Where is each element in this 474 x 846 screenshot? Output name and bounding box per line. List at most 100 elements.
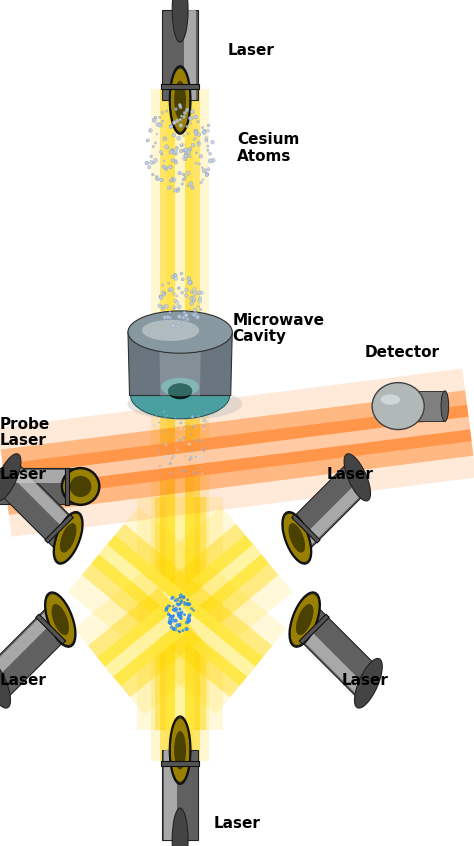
Ellipse shape	[196, 316, 199, 319]
Ellipse shape	[193, 308, 197, 312]
Ellipse shape	[172, 180, 174, 182]
Ellipse shape	[195, 471, 197, 475]
Polygon shape	[162, 10, 198, 100]
Ellipse shape	[55, 514, 82, 563]
Ellipse shape	[197, 291, 201, 295]
Polygon shape	[159, 524, 278, 639]
Ellipse shape	[174, 619, 177, 623]
Ellipse shape	[161, 378, 199, 396]
Ellipse shape	[197, 133, 201, 136]
Ellipse shape	[165, 110, 168, 113]
Ellipse shape	[70, 475, 91, 497]
Ellipse shape	[173, 307, 175, 310]
Ellipse shape	[180, 602, 182, 604]
Ellipse shape	[187, 319, 189, 321]
Polygon shape	[151, 89, 210, 761]
Ellipse shape	[179, 597, 181, 599]
Polygon shape	[45, 514, 73, 543]
Ellipse shape	[184, 294, 188, 298]
Ellipse shape	[184, 176, 187, 179]
Ellipse shape	[188, 618, 191, 622]
Ellipse shape	[163, 160, 165, 162]
Ellipse shape	[161, 112, 164, 114]
Ellipse shape	[200, 467, 202, 469]
Ellipse shape	[176, 449, 178, 451]
Ellipse shape	[196, 458, 199, 461]
Polygon shape	[175, 497, 185, 613]
Ellipse shape	[181, 277, 184, 281]
Ellipse shape	[182, 421, 185, 423]
Ellipse shape	[170, 623, 172, 624]
Ellipse shape	[208, 159, 212, 163]
Ellipse shape	[173, 151, 176, 155]
Ellipse shape	[193, 470, 195, 472]
Ellipse shape	[355, 658, 383, 708]
Ellipse shape	[189, 183, 191, 185]
Ellipse shape	[179, 124, 183, 128]
Polygon shape	[0, 465, 80, 550]
Ellipse shape	[156, 178, 159, 180]
Ellipse shape	[167, 146, 169, 149]
Ellipse shape	[178, 630, 180, 632]
Polygon shape	[0, 470, 81, 483]
Ellipse shape	[179, 118, 182, 121]
Ellipse shape	[171, 158, 175, 162]
Ellipse shape	[184, 154, 188, 158]
Ellipse shape	[180, 611, 183, 614]
Ellipse shape	[200, 439, 202, 441]
Ellipse shape	[163, 431, 165, 433]
Ellipse shape	[164, 608, 168, 612]
Ellipse shape	[163, 316, 167, 319]
Ellipse shape	[169, 311, 171, 314]
Ellipse shape	[171, 323, 175, 327]
Ellipse shape	[179, 613, 182, 616]
Ellipse shape	[176, 602, 178, 605]
Ellipse shape	[186, 602, 190, 607]
Ellipse shape	[152, 173, 154, 176]
Ellipse shape	[183, 437, 186, 439]
Ellipse shape	[128, 388, 242, 420]
Ellipse shape	[192, 314, 196, 317]
Ellipse shape	[179, 631, 181, 633]
Ellipse shape	[163, 137, 167, 140]
Ellipse shape	[172, 808, 188, 846]
Ellipse shape	[191, 186, 194, 190]
Ellipse shape	[169, 316, 172, 319]
Polygon shape	[137, 613, 223, 729]
Ellipse shape	[203, 447, 205, 449]
Ellipse shape	[147, 139, 150, 141]
Ellipse shape	[193, 424, 196, 427]
Ellipse shape	[193, 292, 197, 295]
Ellipse shape	[190, 433, 191, 435]
Ellipse shape	[153, 162, 155, 164]
Ellipse shape	[195, 439, 198, 442]
Polygon shape	[10, 466, 79, 536]
Ellipse shape	[183, 596, 185, 597]
Ellipse shape	[197, 141, 200, 145]
Ellipse shape	[187, 133, 189, 135]
Polygon shape	[74, 570, 215, 715]
Ellipse shape	[169, 150, 173, 154]
Ellipse shape	[155, 415, 157, 417]
Ellipse shape	[188, 281, 192, 285]
Ellipse shape	[178, 103, 181, 107]
Ellipse shape	[188, 310, 190, 311]
Ellipse shape	[176, 190, 179, 193]
Ellipse shape	[184, 428, 186, 430]
Ellipse shape	[157, 453, 160, 454]
Ellipse shape	[52, 604, 69, 635]
Ellipse shape	[184, 148, 188, 151]
Ellipse shape	[174, 608, 177, 612]
Ellipse shape	[152, 118, 156, 122]
Ellipse shape	[193, 139, 195, 141]
Ellipse shape	[202, 420, 204, 422]
Ellipse shape	[189, 116, 192, 120]
Ellipse shape	[189, 182, 193, 186]
Ellipse shape	[158, 421, 160, 424]
Ellipse shape	[46, 594, 75, 645]
Ellipse shape	[185, 621, 188, 624]
Ellipse shape	[0, 658, 10, 708]
Ellipse shape	[161, 473, 163, 475]
Ellipse shape	[187, 621, 190, 624]
Ellipse shape	[203, 420, 205, 421]
